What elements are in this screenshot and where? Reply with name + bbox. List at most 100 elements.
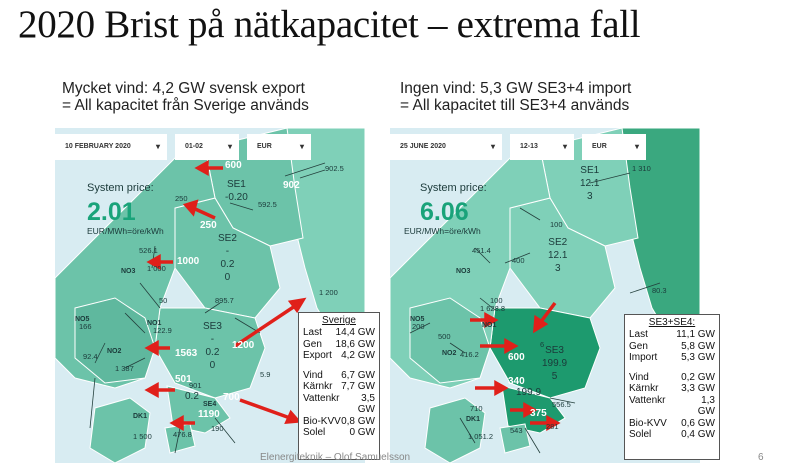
hour-select[interactable]: 12-13 ▾ [510, 134, 574, 160]
flow-label: 122.9 [153, 326, 172, 335]
summary-row-value: GW [697, 406, 715, 417]
chevron-down-icon: ▾ [562, 142, 567, 151]
flow-label: 1563 [175, 348, 198, 359]
summary-row-label: Vind [629, 371, 649, 383]
flow-label: 895.7 [215, 296, 234, 305]
zone-se1: SE1 -0.20 [225, 179, 248, 203]
se3-se4-summary-box: SE3+SE4: Last 11,1 GW Gen 5,8 GW Import 5,3 G… [624, 314, 720, 460]
summary-row-label: Last [303, 327, 322, 338]
flow-label: 1 051.2 [468, 432, 494, 441]
summary-row-value: 0,6 GW [681, 417, 715, 429]
flow-label: 556.5 [552, 400, 571, 409]
summary-row: Kärnkr 7,7 GW [303, 381, 375, 393]
right-subtitle-2: = All kapacitet till SE3+4 används [400, 97, 630, 114]
summary-row: Vind 0,2 GW [629, 372, 715, 384]
right-subtitle-1: Ingen vind: 5,3 GW SE3+4 import [400, 80, 632, 97]
zone-code-no2: NO2 [442, 350, 457, 357]
zone-code-no5: NO5 [410, 316, 425, 323]
summary-row: Export 4,2 GW [303, 350, 375, 362]
system-price-value: 2.01 [87, 198, 136, 226]
summary-row-label: Gen [303, 338, 322, 350]
hour-value: 01-02 [185, 143, 203, 150]
summary-row: Bio-KVV 0,6 GW [629, 418, 715, 430]
zone-code-no1: NO1 [147, 320, 162, 327]
summary-row-label: Import [629, 352, 658, 363]
summary-row-value: 5,8 GW [681, 340, 715, 352]
flow-label: 901 [189, 381, 202, 390]
summary-row: Vattenkr 1,3 [629, 395, 715, 407]
flow-label: 501 [175, 374, 192, 385]
summary-row-label: Solel [629, 429, 652, 440]
price-unit: EUR/MWh=öre/kWh [87, 226, 164, 236]
flow-label: 50 [159, 296, 168, 305]
currency-value: EUR [257, 143, 272, 150]
summary-row-value: 5,3 GW [681, 352, 715, 363]
zone-code-dk1: DK1 [133, 413, 148, 420]
system-price-label: System price: [420, 182, 487, 194]
flow-label: 1 000 [147, 264, 166, 273]
zone-code-se4: SE4 [203, 401, 217, 408]
right-price-map: 25 JUNE 2020 ▾ 12-13 ▾ EUR ▾ System price: … [390, 128, 700, 463]
flow-label: 600 [225, 160, 242, 171]
flow-label: 416.2 [460, 350, 479, 359]
footer-text: Elenergiteknik – Olof Samuelsson [260, 452, 411, 463]
summary-row-label: Export [303, 350, 332, 361]
summary-row: Last 14,4 GW [303, 327, 375, 339]
zone-code-no3: NO3 [121, 268, 136, 275]
flow-label: 100 [490, 296, 503, 305]
summary-row-label: Kärnkr [629, 383, 659, 394]
date-select[interactable]: 10 FEBRUARY 2020 ▾ [55, 134, 167, 160]
summary-row: Bio-KVV 0,8 GW [303, 416, 375, 428]
currency-select[interactable]: EUR ▾ [247, 134, 311, 160]
summary-row-value: 4,2 GW [341, 350, 375, 361]
summary-row-label: Vattenkr [629, 394, 666, 406]
chevron-down-icon: ▾ [490, 142, 495, 151]
flow-label: 710 [470, 404, 483, 413]
summary-row-value: 3,3 GW [681, 383, 715, 394]
currency-value: EUR [592, 143, 607, 150]
chevron-down-icon: ▾ [227, 142, 232, 151]
summary-row-value: 0,8 GW [341, 415, 375, 427]
summary-row-label: Vind [303, 369, 323, 381]
chevron-down-icon: ▾ [299, 142, 304, 151]
summary-row-value: GW [357, 404, 375, 415]
summary-row: Gen 18,6 GW [303, 339, 375, 351]
zone-code-no2: NO2 [107, 348, 122, 355]
flow-label: 500 [438, 332, 451, 341]
flow-label: 1 628.8 [480, 304, 506, 313]
date-value: 25 JUNE 2020 [400, 143, 446, 150]
summary-row: Vattenkr 3,5 [303, 393, 375, 405]
zone-se3: SE3-0.2 0 [203, 321, 222, 371]
left-subtitle-1: Mycket vind: 4,2 GW svensk export [62, 80, 305, 97]
summary-row-value: 3,5 [361, 392, 375, 404]
flow-label: 281 [546, 422, 559, 431]
left-price-map: 10 FEBRUARY 2020 ▾ 01-02 ▾ EUR ▾ System pri… [55, 128, 365, 463]
currency-select[interactable]: EUR ▾ [582, 134, 646, 160]
system-price-label: System price: [87, 182, 154, 194]
zone-code-dk1: DK1 [466, 416, 481, 423]
flow-label: 340 [508, 376, 525, 387]
summary-row-label: Last [629, 329, 648, 340]
hour-value: 12-13 [520, 143, 538, 150]
flow-label: 375 [530, 408, 547, 419]
summary-row-value: 7,7 GW [341, 381, 375, 392]
page-number: 6 [758, 452, 764, 463]
hour-select[interactable]: 01-02 ▾ [175, 134, 239, 160]
summary-header: Sverige [322, 315, 356, 326]
summary-row-value: 14,4 GW [335, 327, 375, 338]
sweden-summary-box: Sverige Last 14,4 GW Gen 18,6 GW Export 4,2 G… [298, 312, 380, 460]
summary-row-value: 0,4 GW [681, 429, 715, 440]
flow-label: 902 [283, 180, 300, 191]
summary-row-value: 6,7 GW [341, 369, 375, 381]
chevron-down-icon: ▾ [634, 142, 639, 151]
flow-label: 250 [175, 194, 188, 203]
summary-row: Gen 5,8 GW [629, 341, 715, 353]
flow-label: 543 [510, 426, 523, 435]
summary-row: Kärnkr 3,3 GW [629, 383, 715, 395]
summary-row: Import 5,3 GW [629, 352, 715, 364]
zone-se2: SE2 12.1 3 [548, 237, 568, 274]
date-select[interactable]: 25 JUNE 2020 ▾ [390, 134, 502, 160]
summary-row-label: Vattenkr [303, 392, 340, 404]
summary-row-label: Gen [629, 340, 648, 352]
summary-row: Solel 0 GW [303, 427, 375, 439]
